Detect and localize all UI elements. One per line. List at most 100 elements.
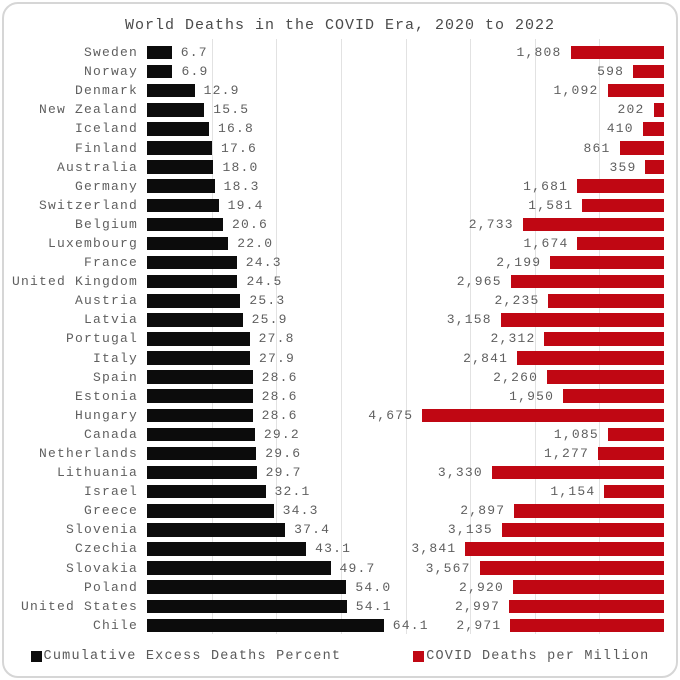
bar-track: 28.6 4,675	[147, 406, 664, 425]
excess-deaths-bar	[147, 179, 215, 193]
bar-track: 24.5 2,965	[147, 272, 664, 291]
covid-deaths-value: 1,581	[528, 197, 574, 213]
excess-deaths-value: 19.4	[227, 197, 264, 213]
bar-rows: Sweden 6.7 1,808 Norway 6.9 598 Denmark 12.9 1,0…	[8, 43, 664, 635]
legend-swatch-covid-icon	[413, 651, 425, 662]
excess-deaths-bar	[147, 523, 286, 537]
country-row: Italy 27.9 2,841	[8, 349, 664, 368]
bar-track: 18.3 1,681	[147, 177, 664, 196]
excess-deaths-value: 64.1	[392, 617, 429, 633]
covid-deaths-value: 1,674	[523, 235, 569, 251]
bar-track: 6.7 1,808	[147, 43, 664, 62]
excess-deaths-value: 24.3	[245, 255, 282, 271]
country-label: Finland	[74, 140, 138, 156]
country-row: Estonia 28.6 1,950	[8, 387, 664, 406]
bar-track: 34.3 2,897	[147, 501, 664, 520]
bar-track: 25.9 3,158	[147, 310, 664, 329]
covid-deaths-value: 2,971	[456, 617, 502, 633]
country-row: Germany 18.3 1,681	[8, 177, 664, 196]
excess-deaths-value: 17.6	[220, 140, 257, 156]
covid-deaths-value: 1,808	[516, 45, 562, 61]
excess-deaths-bar	[147, 45, 172, 60]
covid-deaths-bar	[607, 83, 664, 98]
bar-track: 27.8 2,312	[147, 329, 664, 348]
bar-track: 28.6 1,950	[147, 387, 664, 406]
covid-deaths-value: 202	[617, 102, 645, 118]
excess-deaths-value: 37.4	[294, 522, 331, 538]
country-label: Hungary	[74, 407, 138, 423]
country-label: Italy	[92, 350, 138, 366]
covid-deaths-value: 2,920	[459, 579, 505, 595]
country-label: Sweden	[83, 45, 138, 61]
covid-deaths-value: 3,135	[447, 522, 493, 538]
excess-deaths-bar	[147, 64, 173, 79]
excess-deaths-bar	[147, 274, 238, 289]
covid-deaths-bar	[563, 389, 664, 403]
covid-deaths-bar	[422, 408, 664, 423]
excess-deaths-bar	[147, 484, 266, 499]
excess-deaths-value: 28.6	[261, 407, 298, 423]
country-row: Israel 32.1 1,154	[8, 482, 664, 501]
country-row: Slovenia 37.4 3,135	[8, 520, 664, 539]
excess-deaths-bar	[147, 160, 214, 174]
country-row: Luxembourg 22.0 1,674	[8, 234, 664, 253]
covid-deaths-value: 1,277	[543, 446, 589, 462]
excess-deaths-bar	[147, 294, 241, 308]
country-row: Australia 18.0 359	[8, 158, 664, 177]
country-row: Finland 17.6 861	[8, 138, 664, 157]
excess-deaths-value: 25.9	[251, 312, 288, 328]
covid-deaths-bar	[479, 561, 664, 575]
covid-deaths-bar	[653, 103, 664, 117]
excess-deaths-bar	[147, 83, 195, 98]
country-row: Iceland 16.8 410	[8, 119, 664, 138]
covid-deaths-bar	[607, 427, 664, 442]
covid-deaths-bar	[491, 465, 664, 480]
excess-deaths-value: 27.8	[258, 331, 295, 347]
bar-track: 27.9 2,841	[147, 349, 664, 368]
excess-deaths-bar	[147, 217, 224, 232]
bar-track: 64.1 2,971	[147, 616, 664, 635]
excess-deaths-value: 49.7	[339, 560, 376, 576]
country-label: Germany	[74, 178, 138, 194]
country-label: France	[83, 255, 138, 271]
excess-deaths-bar	[147, 141, 212, 155]
excess-deaths-value: 18.3	[223, 178, 260, 194]
covid-deaths-value: 2,733	[468, 216, 514, 232]
covid-deaths-bar	[510, 274, 664, 289]
country-row: Switzerland 19.4 1,581	[8, 196, 664, 215]
excess-deaths-bar	[147, 236, 229, 251]
excess-deaths-value: 6.7	[180, 45, 208, 61]
covid-deaths-bar	[619, 141, 664, 155]
excess-deaths-bar	[147, 542, 307, 556]
country-row: Belgium 20.6 2,733	[8, 215, 664, 234]
covid-deaths-bar	[517, 351, 664, 365]
bar-track: 54.1 2,997	[147, 597, 664, 616]
excess-deaths-bar	[147, 599, 347, 614]
excess-deaths-value: 6.9	[181, 64, 209, 80]
covid-deaths-bar	[514, 504, 664, 518]
excess-deaths-value: 32.1	[274, 484, 311, 500]
country-row: Poland 54.0 2,920	[8, 578, 664, 597]
covid-deaths-value: 1,681	[523, 178, 569, 194]
covid-deaths-value: 410	[606, 121, 634, 137]
excess-deaths-bar	[147, 313, 243, 327]
covid-deaths-value: 3,567	[425, 560, 471, 576]
excess-deaths-bar	[147, 389, 253, 403]
excess-deaths-bar	[147, 504, 274, 518]
covid-deaths-bar	[465, 542, 664, 556]
covid-deaths-value: 2,312	[490, 331, 536, 347]
covid-deaths-value: 3,158	[446, 312, 492, 328]
country-row: Norway 6.9 598	[8, 62, 664, 81]
gridline	[470, 39, 472, 634]
excess-deaths-value: 15.5	[213, 102, 250, 118]
covid-deaths-value: 2,897	[460, 503, 506, 519]
country-row: Greece 34.3 2,897	[8, 501, 664, 520]
country-row: Latvia 25.9 3,158	[8, 310, 664, 329]
country-row: Slovakia 49.7 3,567	[8, 559, 664, 578]
excess-deaths-bar	[147, 618, 384, 633]
excess-deaths-value: 29.2	[263, 426, 300, 442]
excess-deaths-bar	[147, 370, 253, 384]
country-label: Poland	[83, 579, 138, 595]
excess-deaths-bar	[147, 332, 250, 346]
country-label: Netherlands	[38, 446, 138, 462]
